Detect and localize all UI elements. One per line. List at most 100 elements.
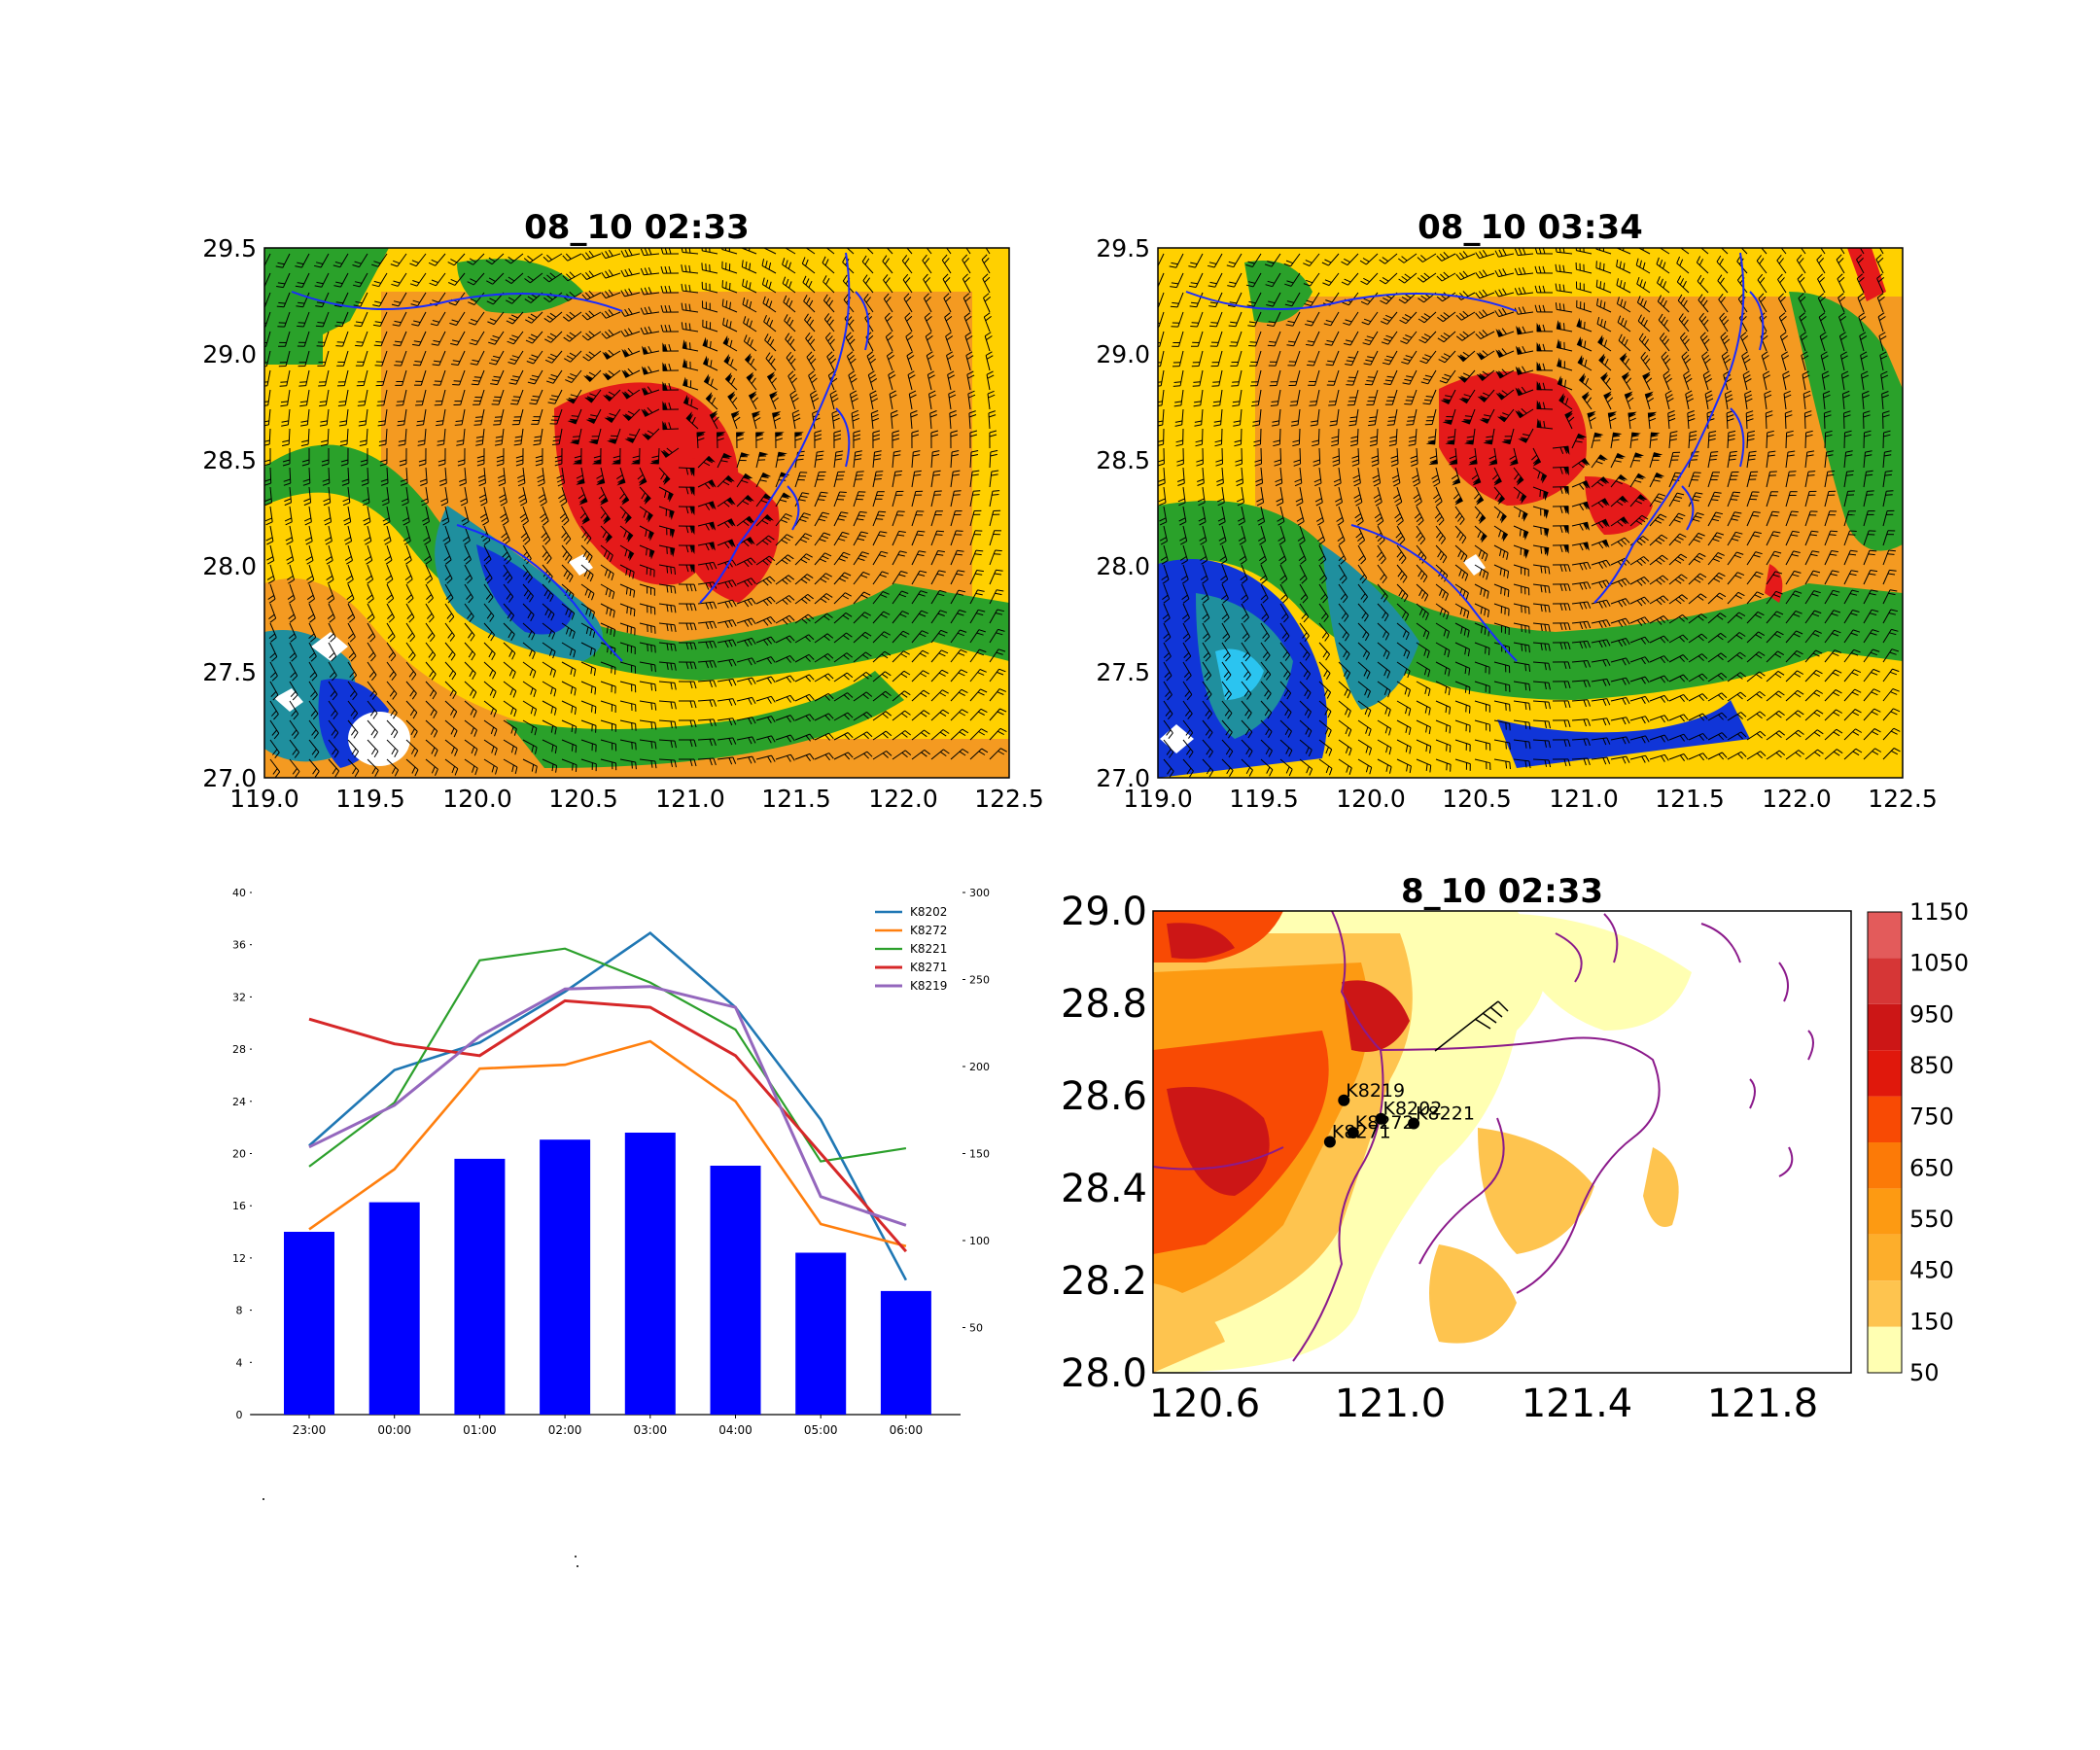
wind-barb [1416, 583, 1429, 602]
wind-barb [1610, 537, 1630, 547]
wind-barb [1396, 661, 1411, 679]
wind-barb [375, 369, 388, 387]
wind-barb [303, 506, 312, 526]
wind-barb [903, 293, 913, 313]
wind-barb [717, 599, 737, 609]
wind-barb [451, 350, 466, 366]
wind-barb [398, 428, 407, 446]
wind-barb [1727, 572, 1745, 585]
wind-barb [1724, 390, 1733, 410]
wind-barb [923, 293, 932, 313]
wind-barb [1493, 525, 1509, 542]
wind-barb [1266, 292, 1281, 307]
wind-barb [1668, 574, 1688, 585]
wind-barb [969, 509, 982, 527]
wind-barb [619, 758, 637, 770]
wind-barb [950, 430, 959, 449]
wind-barb [1591, 678, 1611, 686]
wind-barb [892, 430, 900, 449]
wind-barb [600, 544, 613, 562]
wind-barb [862, 274, 874, 294]
wind-barb [775, 534, 793, 546]
wind-barb [281, 428, 291, 447]
wind-barb [367, 739, 379, 758]
wind-barb [775, 715, 795, 723]
wind-barb [1804, 630, 1822, 644]
wind-barb [499, 486, 508, 507]
wind-barb [319, 389, 330, 407]
wind-barb [1801, 351, 1809, 371]
wind-barb [1668, 594, 1689, 605]
wind-barb [464, 739, 478, 756]
wind-barb [639, 603, 656, 615]
wind-barb [1338, 681, 1351, 699]
wind-barb [1494, 288, 1515, 298]
wind-barb [1493, 681, 1511, 692]
colorbar-label: 450 [1909, 1257, 1954, 1284]
wind-barb [265, 525, 274, 545]
wind-barb [1304, 292, 1320, 306]
wind-barb [580, 661, 596, 676]
wind-barb [588, 428, 602, 445]
wind-barb [580, 719, 597, 733]
wind-barb [717, 579, 737, 589]
wind-barb [1629, 494, 1648, 508]
wind-barb [344, 525, 353, 545]
wind-barb [1171, 311, 1184, 328]
wind-barb [1532, 603, 1551, 612]
wind-barb [658, 564, 676, 576]
wind-barb [444, 661, 457, 681]
wind-barb [448, 272, 466, 286]
wind-barb [412, 331, 427, 346]
wind-barb [1193, 389, 1204, 407]
wind-barb [1720, 332, 1731, 352]
wind-barb [969, 669, 987, 682]
wind-barb [281, 408, 291, 427]
wind-barb [736, 677, 756, 685]
wind-barb [1231, 369, 1242, 387]
wind-barb [1252, 408, 1262, 427]
wind-barb [600, 603, 615, 618]
wind-barb [1882, 668, 1900, 682]
wind-barb [1202, 622, 1210, 643]
wind-barb [1745, 410, 1754, 430]
wind-barb [598, 486, 609, 506]
wind-barb [641, 406, 660, 417]
wind-barb [1727, 632, 1746, 644]
wind-barb [1882, 688, 1900, 702]
wind-barb [611, 447, 621, 465]
wind-barb [1862, 390, 1870, 410]
wind-barb [321, 448, 330, 467]
wind-barb [1401, 350, 1418, 365]
wind-barb [1629, 432, 1641, 449]
wind-barb [1479, 408, 1495, 424]
wind-barb [519, 506, 529, 526]
wind-barb [356, 369, 368, 387]
wind-barb [537, 467, 545, 487]
wind-barb [328, 758, 340, 778]
wind-barb [385, 564, 394, 584]
wind-barb [1189, 292, 1204, 308]
wind-barb [1493, 700, 1511, 712]
wind-barb [464, 642, 476, 661]
wind-barb [469, 331, 485, 346]
wind-barb [1629, 596, 1650, 607]
wind-barb [1801, 248, 1806, 255]
wind-barb [1493, 719, 1511, 731]
wind-barb [794, 674, 815, 682]
wind-barb [621, 389, 641, 400]
wind-barb [1839, 248, 1845, 255]
wind-barb [1338, 564, 1348, 584]
wind-barb [269, 700, 279, 720]
wind-barb [1266, 311, 1281, 327]
wind-barb [678, 486, 695, 497]
wind-barb [417, 428, 427, 446]
wind-barb [554, 447, 563, 467]
wind-barb [1727, 712, 1747, 721]
x-tick-label: 03:00 [634, 1423, 668, 1437]
wind-barb [950, 530, 963, 546]
colorbar-segment [1868, 1096, 1902, 1142]
wind-barb [1816, 254, 1826, 274]
wind-barb [1727, 672, 1747, 682]
wind-barb [1435, 583, 1449, 601]
